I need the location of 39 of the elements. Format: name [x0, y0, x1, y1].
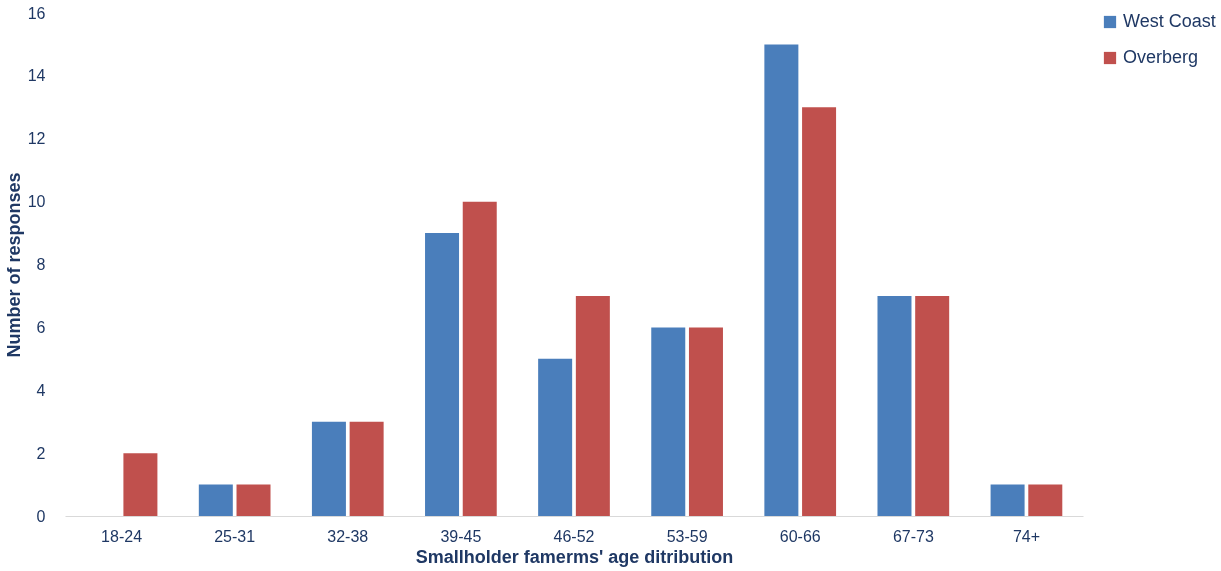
x-tick-label: 25-31	[214, 527, 256, 545]
y-tick-label: 14	[27, 67, 46, 85]
x-axis-title: Smallholder famerms' age ditribution	[415, 546, 734, 567]
y-tick-label: 6	[36, 318, 46, 336]
bar	[311, 421, 346, 516]
bar	[123, 453, 158, 516]
bar	[802, 107, 837, 516]
y-tick-label: 4	[36, 381, 46, 399]
bar	[1028, 484, 1063, 516]
x-tick-label: 60-66	[779, 527, 821, 545]
y-tick-label: 12	[27, 130, 46, 148]
bar	[236, 484, 271, 516]
bar	[651, 327, 686, 516]
bar	[575, 295, 610, 516]
y-tick-label: 10	[27, 193, 46, 211]
bar	[990, 484, 1025, 516]
x-tick-label: 67-73	[892, 527, 934, 545]
bar	[349, 421, 384, 516]
bar	[462, 201, 497, 516]
bar	[198, 484, 233, 516]
legend-label: Overberg	[1123, 47, 1199, 67]
bar	[538, 358, 573, 516]
bar	[425, 233, 460, 516]
bar	[688, 327, 723, 516]
x-tick-label: 32-38	[327, 527, 369, 545]
x-tick-label: 18-24	[101, 527, 143, 545]
y-tick-label: 8	[36, 256, 46, 273]
x-tick-label: 46-52	[553, 527, 595, 545]
y-tick-label: 2	[36, 444, 46, 462]
bar	[764, 44, 799, 516]
x-tick-label: 53-59	[666, 527, 708, 545]
bar	[915, 295, 950, 516]
bar	[877, 295, 912, 516]
x-tick-label: 39-45	[440, 527, 482, 545]
legend-label: West Coast	[1123, 11, 1216, 31]
y-axis-title: Number of responses	[3, 172, 24, 358]
x-tick-label: 74+	[1012, 527, 1041, 545]
y-tick-label: 16	[27, 4, 46, 22]
y-tick-label: 0	[36, 507, 46, 525]
